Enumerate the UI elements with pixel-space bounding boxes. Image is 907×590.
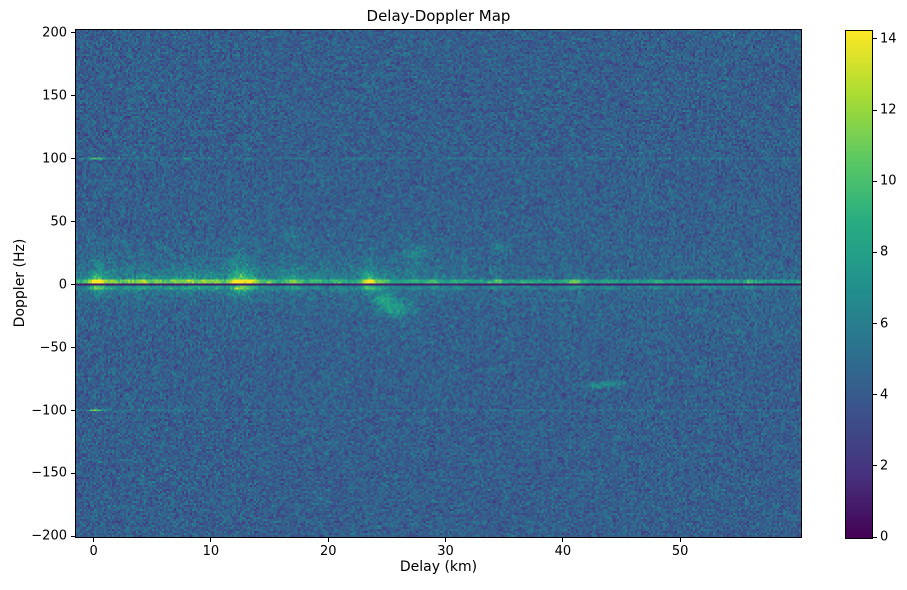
chart-title: Delay-Doppler Map — [366, 7, 511, 25]
colorbar-tick-label: 4 — [880, 387, 889, 403]
colorbar — [845, 30, 873, 539]
plot-area — [75, 29, 802, 538]
y-tick-label: −200 — [31, 528, 67, 544]
colorbar-tick-label: 12 — [880, 102, 897, 118]
y-tick-mark — [71, 347, 75, 348]
y-tick-mark — [71, 535, 75, 537]
y-tick-label: 50 — [50, 214, 67, 229]
y-tick-mark — [71, 158, 75, 159]
y-tick-label: 100 — [42, 151, 67, 166]
colorbar-tick-label: 14 — [880, 31, 897, 47]
y-tick-mark — [71, 95, 75, 97]
colorbar-tick-mark — [873, 465, 877, 467]
y-tick-mark — [71, 32, 75, 34]
y-tick-label: 0 — [58, 277, 67, 292]
colorbar-tick-mark — [873, 323, 877, 325]
x-tick-label: 0 — [89, 544, 98, 559]
colorbar-tick-mark — [873, 394, 877, 396]
x-axis-label: Delay (km) — [399, 559, 478, 575]
colorbar-tick-label: 2 — [880, 458, 889, 474]
x-tick-mark — [210, 538, 212, 542]
colorbar-tick-mark — [873, 38, 877, 40]
colorbar-tick-label: 8 — [880, 244, 889, 260]
colorbar-tick-label: 6 — [880, 316, 889, 332]
x-tick-mark — [327, 538, 329, 542]
colorbar-tick-mark — [873, 109, 877, 111]
y-tick-mark — [71, 221, 75, 222]
y-tick-label: 150 — [42, 88, 67, 104]
y-tick-mark — [71, 410, 75, 411]
y-tick-label: 200 — [42, 25, 67, 41]
x-tick-label: 30 — [437, 544, 454, 559]
x-tick-mark — [93, 538, 95, 542]
colorbar-tick-label: 10 — [880, 173, 897, 189]
x-tick-label: 20 — [319, 544, 337, 559]
x-tick-label: 40 — [554, 544, 572, 559]
y-axis-label: Doppler (Hz) — [12, 238, 28, 328]
y-tick-label: −100 — [31, 403, 67, 418]
colorbar-tick-mark — [873, 251, 877, 253]
x-tick-label: 10 — [202, 544, 220, 559]
y-tick-mark — [71, 472, 75, 474]
y-tick-label: −150 — [31, 465, 67, 481]
y-tick-mark — [71, 284, 75, 285]
x-tick-mark — [562, 538, 564, 542]
x-tick-mark — [679, 538, 681, 542]
colorbar-tick-mark — [873, 536, 877, 538]
x-tick-mark — [445, 538, 447, 542]
colorbar-tick-label: 0 — [880, 529, 889, 545]
y-tick-label: −50 — [39, 340, 67, 355]
heatmap-canvas — [76, 30, 801, 537]
colorbar-tick-mark — [873, 180, 877, 182]
x-tick-label: 50 — [671, 544, 689, 559]
